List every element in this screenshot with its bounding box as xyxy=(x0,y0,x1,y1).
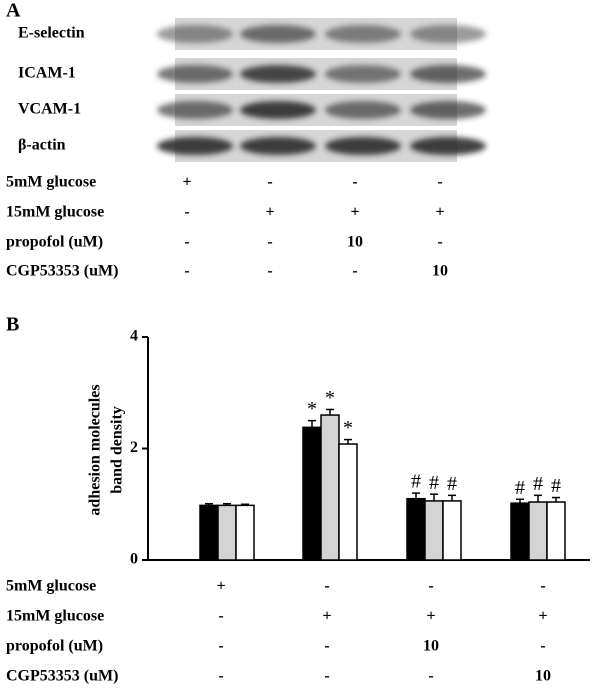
condition-label: propofol (uM) xyxy=(6,638,103,655)
condition-value: + xyxy=(216,578,225,595)
condition-label: CGP53353 (uM) xyxy=(6,263,118,280)
significance-marker: # xyxy=(429,472,439,494)
bar xyxy=(546,501,566,561)
bar xyxy=(199,504,219,561)
blot-band xyxy=(410,25,486,43)
condition-label: 5mM glucose xyxy=(6,174,96,191)
bar xyxy=(320,414,340,561)
significance-marker: * xyxy=(343,417,353,439)
condition-value: - xyxy=(324,638,329,655)
condition-value: - xyxy=(267,174,272,191)
condition-value: 10 xyxy=(432,263,448,280)
band-label: ICAM-1 xyxy=(18,65,76,82)
condition-value: - xyxy=(184,234,189,251)
condition-value: + xyxy=(426,608,435,625)
bar xyxy=(424,500,444,561)
bar xyxy=(406,497,426,561)
bar xyxy=(338,443,358,561)
condition-value: - xyxy=(218,608,223,625)
blot-band xyxy=(240,65,316,83)
condition-value: + xyxy=(350,204,359,221)
bar xyxy=(235,504,255,561)
blot-band xyxy=(157,137,233,155)
condition-label: 15mM glucose xyxy=(6,204,104,221)
condition-value: + xyxy=(265,204,274,221)
bar xyxy=(528,501,548,561)
y-tick-label: 4 xyxy=(130,328,138,345)
condition-value: - xyxy=(437,174,442,191)
blot-band xyxy=(325,137,401,155)
significance-marker: * xyxy=(307,398,317,420)
blot-band xyxy=(410,65,486,83)
condition-value: + xyxy=(435,204,444,221)
condition-value: 10 xyxy=(347,234,363,251)
significance-marker: # xyxy=(533,473,543,495)
condition-value: 10 xyxy=(535,668,551,685)
bar xyxy=(510,502,530,561)
condition-label: 15mM glucose xyxy=(6,608,104,625)
condition-value: - xyxy=(267,263,272,280)
band-label: E-selectin xyxy=(18,25,85,42)
blot-band xyxy=(325,101,401,119)
condition-value: - xyxy=(324,668,329,685)
condition-value: + xyxy=(182,174,191,191)
blot-band xyxy=(157,65,233,83)
blot-band xyxy=(157,101,233,119)
blot-band xyxy=(410,137,486,155)
condition-label: propofol (uM) xyxy=(6,234,103,251)
condition-value: - xyxy=(218,638,223,655)
condition-value: - xyxy=(352,263,357,280)
condition-value: - xyxy=(428,578,433,595)
blot-band xyxy=(325,25,401,43)
panel-label: B xyxy=(6,314,19,336)
blot-band xyxy=(410,101,486,119)
bar xyxy=(217,504,237,561)
condition-value: + xyxy=(538,608,547,625)
significance-marker: # xyxy=(551,475,561,497)
y-axis-label: adhesion molecules xyxy=(87,384,104,515)
blot-band xyxy=(240,101,316,119)
condition-value: - xyxy=(428,668,433,685)
bar xyxy=(302,426,322,561)
condition-value: - xyxy=(184,263,189,280)
significance-marker: # xyxy=(515,477,525,499)
condition-value: + xyxy=(322,608,331,625)
band-label: VCAM-1 xyxy=(18,101,81,118)
significance-marker: # xyxy=(447,473,457,495)
bar xyxy=(442,500,462,561)
blot-band xyxy=(325,65,401,83)
condition-value: - xyxy=(218,668,223,685)
y-tick-label: 2 xyxy=(130,439,138,456)
condition-label: 5mM glucose xyxy=(6,578,96,595)
significance-marker: * xyxy=(325,387,335,409)
condition-value: 10 xyxy=(423,638,439,655)
blot-band xyxy=(240,25,316,43)
significance-marker: # xyxy=(411,471,421,493)
panel-label: A xyxy=(6,0,21,22)
y-axis-label: band density xyxy=(109,406,126,494)
condition-value: - xyxy=(540,578,545,595)
condition-label: CGP53353 (uM) xyxy=(6,668,118,685)
condition-value: - xyxy=(352,174,357,191)
condition-value: - xyxy=(540,638,545,655)
y-tick-label: 0 xyxy=(130,551,138,568)
condition-value: - xyxy=(324,578,329,595)
band-label: β-actin xyxy=(18,137,66,154)
condition-value: - xyxy=(437,234,442,251)
condition-value: - xyxy=(184,204,189,221)
blot-band xyxy=(157,25,233,43)
blot-band xyxy=(240,137,316,155)
condition-value: - xyxy=(267,234,272,251)
